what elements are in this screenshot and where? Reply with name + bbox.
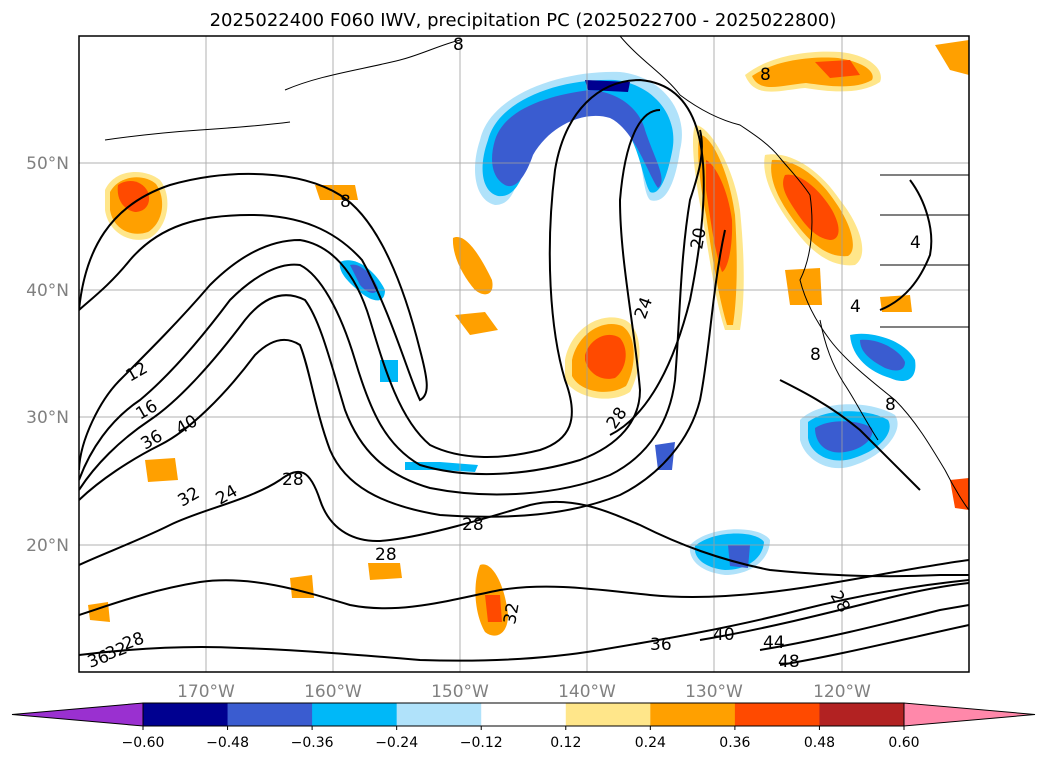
orange-anomaly-west [105, 171, 168, 240]
colorbar-tick-label: −0.60 [122, 735, 165, 751]
latitude-labels: 50°N 40°N 30°N 20°N [26, 154, 69, 556]
map-frame [78, 35, 970, 673]
contour-32 [79, 559, 969, 616]
map-area [79, 36, 969, 672]
contour-36 [79, 579, 969, 662]
iwv-contours [79, 78, 969, 666]
small-patches [88, 185, 969, 636]
colorbar: −0.60 −0.48 −0.36 −0.24 −0.12 0.12 0.24 0.36 0.4… [11, 702, 1036, 751]
contour-label: 28 [462, 515, 484, 535]
lat-label-40n: 40°N [26, 281, 69, 301]
contour-label: 20 [687, 226, 710, 251]
longitude-labels: 170°W 160°W 150°W 140°W 130°W 120°W [177, 682, 871, 702]
contour-28 [79, 470, 969, 578]
colorbar-tick-label: 0.60 [888, 735, 919, 751]
colorbar-ticks: −0.60 −0.48 −0.36 −0.24 −0.12 0.12 0.24 0.36 0.4… [122, 726, 920, 751]
coastlines [104, 36, 969, 511]
lon-label-160w: 160°W [304, 682, 362, 702]
contour-label: 4 [910, 233, 921, 253]
lon-label-150w: 150°W [431, 682, 489, 702]
colorbar-segments [143, 703, 905, 726]
colorbar-over-extension [903, 702, 1036, 727]
contour-label: 4 [850, 297, 861, 317]
colorbar-tick-label: 0.12 [550, 735, 581, 751]
chart-title: 2025022400 F060 IWV, precipitation PC (2… [210, 10, 837, 31]
colorbar-tick-label: −0.12 [460, 735, 503, 751]
colorbar-segment [565, 703, 651, 726]
lon-label-120w: 120°W [813, 682, 871, 702]
lat-label-20n: 20°N [26, 536, 69, 556]
orange-anomaly-northeast [745, 40, 969, 92]
colorbar-frame [142, 702, 905, 727]
contour-label: 28 [375, 545, 397, 565]
colorbar-segment [227, 703, 313, 726]
contour-label: 8 [885, 395, 896, 415]
colorbar-segment [143, 703, 229, 726]
colorbar-tick-label: −0.36 [291, 735, 334, 751]
colorbar-tick-label: −0.24 [375, 735, 418, 751]
contour-40 [699, 582, 969, 641]
lat-label-30n: 30°N [26, 408, 69, 428]
contour-label: 44 [763, 633, 785, 653]
contour-44 [759, 604, 969, 651]
contour-label: 48 [778, 652, 800, 672]
contour-labels: 12 16 36 40 32 24 28 28 28 20 24 28 32 3… [85, 35, 921, 673]
colorbar-segment [819, 703, 905, 726]
contour-label: 36 [650, 635, 672, 655]
contour-label: 40 [713, 625, 735, 645]
lon-label-170w: 170°W [177, 682, 235, 702]
colorbar-segment [396, 703, 482, 726]
contour-28b [779, 379, 921, 491]
blue-anomaly-baja [800, 333, 916, 469]
contour-label: 32 [500, 601, 523, 626]
colorbar-tick-label: 0.36 [719, 735, 750, 751]
contour-label: 8 [340, 192, 351, 212]
lon-label-130w: 130°W [685, 682, 743, 702]
orange-anomaly-pnw [764, 154, 863, 266]
colorbar-tick-label: 0.48 [804, 735, 835, 751]
lon-label-140w: 140°W [558, 682, 616, 702]
lat-label-50n: 50°N [26, 154, 69, 174]
blue-anomaly-subtropical [689, 529, 770, 575]
precip-shading [88, 40, 969, 636]
contour-20 [79, 129, 703, 496]
colorbar-segment [312, 703, 398, 726]
contour-label: 8 [760, 65, 771, 85]
contour-label: 28 [282, 470, 304, 490]
contour-8 [79, 172, 428, 402]
colorbar-under-extension [11, 702, 144, 727]
colorbar-tick-label: 0.24 [635, 735, 666, 751]
contour-12 [79, 78, 705, 471]
contour-label: 8 [810, 345, 821, 365]
contour-48 [779, 624, 969, 666]
contour-24b [879, 179, 933, 311]
colorbar-segment [734, 703, 820, 726]
contour-label: 8 [453, 35, 464, 55]
colorbar-segment [481, 703, 567, 726]
orange-anomaly-coast [692, 125, 744, 330]
blue-anomaly-gulf [475, 71, 682, 205]
colorbar-segment [650, 703, 736, 726]
contour-24 [79, 229, 726, 518]
colorbar-tick-label: −0.48 [206, 735, 249, 751]
contour-16 [79, 109, 661, 481]
